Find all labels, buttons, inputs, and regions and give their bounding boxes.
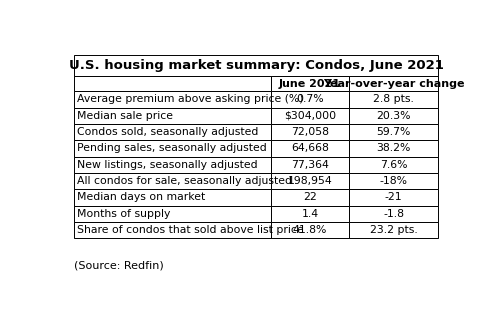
Text: 1.4: 1.4 — [302, 209, 318, 219]
Bar — [74, 205, 271, 222]
Bar — [349, 76, 438, 91]
Text: 198,954: 198,954 — [288, 176, 333, 186]
Text: U.S. housing market summary: Condos, June 2021: U.S. housing market summary: Condos, Jun… — [69, 59, 444, 72]
Bar — [349, 222, 438, 238]
Bar — [271, 107, 349, 124]
Text: $304,000: $304,000 — [284, 111, 336, 121]
Text: 38.2%: 38.2% — [376, 143, 411, 153]
Text: Condos sold, seasonally adjusted: Condos sold, seasonally adjusted — [77, 127, 258, 137]
Text: 41.8%: 41.8% — [293, 225, 327, 235]
Bar — [74, 140, 271, 157]
Bar — [271, 124, 349, 140]
Text: 2.8 pts.: 2.8 pts. — [374, 94, 414, 104]
Text: 7.6%: 7.6% — [380, 160, 407, 170]
Bar — [74, 222, 271, 238]
Text: Year-over-year change: Year-over-year change — [323, 79, 464, 89]
Text: Share of condos that sold above list price: Share of condos that sold above list pri… — [77, 225, 304, 235]
Bar — [271, 222, 349, 238]
Text: 0.7%: 0.7% — [296, 94, 324, 104]
Text: 23.2 pts.: 23.2 pts. — [370, 225, 418, 235]
Bar — [349, 189, 438, 205]
Bar — [271, 205, 349, 222]
Text: 72,058: 72,058 — [291, 127, 329, 137]
Bar — [74, 76, 271, 91]
Bar — [271, 91, 349, 107]
Text: Pending sales, seasonally adjusted: Pending sales, seasonally adjusted — [77, 143, 267, 153]
Bar — [349, 205, 438, 222]
Bar — [74, 55, 438, 76]
Text: All condos for sale, seasonally adjusted: All condos for sale, seasonally adjusted — [77, 176, 292, 186]
Text: 77,364: 77,364 — [291, 160, 329, 170]
Text: -18%: -18% — [380, 176, 408, 186]
Bar — [349, 173, 438, 189]
Bar — [349, 91, 438, 107]
Bar — [349, 157, 438, 173]
Text: (Source: Redfin): (Source: Redfin) — [74, 260, 164, 270]
Text: 64,668: 64,668 — [291, 143, 329, 153]
Bar — [271, 76, 349, 91]
Text: Median sale price: Median sale price — [77, 111, 173, 121]
Text: 59.7%: 59.7% — [376, 127, 411, 137]
Text: Median days on market: Median days on market — [77, 192, 206, 202]
Bar — [271, 189, 349, 205]
Text: -21: -21 — [385, 192, 402, 202]
Text: 22: 22 — [303, 192, 317, 202]
Bar — [271, 157, 349, 173]
Text: 20.3%: 20.3% — [376, 111, 411, 121]
Text: New listings, seasonally adjusted: New listings, seasonally adjusted — [77, 160, 258, 170]
Bar — [349, 107, 438, 124]
Text: -1.8: -1.8 — [384, 209, 404, 219]
Bar — [74, 173, 271, 189]
Bar — [349, 124, 438, 140]
Text: June 2021: June 2021 — [279, 79, 341, 89]
Bar — [74, 157, 271, 173]
Text: Months of supply: Months of supply — [77, 209, 170, 219]
Bar — [349, 140, 438, 157]
Bar — [74, 91, 271, 107]
Bar — [74, 124, 271, 140]
Bar — [74, 189, 271, 205]
Text: Average premium above asking price (%): Average premium above asking price (%) — [77, 94, 304, 104]
Bar — [271, 140, 349, 157]
Bar — [271, 173, 349, 189]
Bar — [74, 107, 271, 124]
